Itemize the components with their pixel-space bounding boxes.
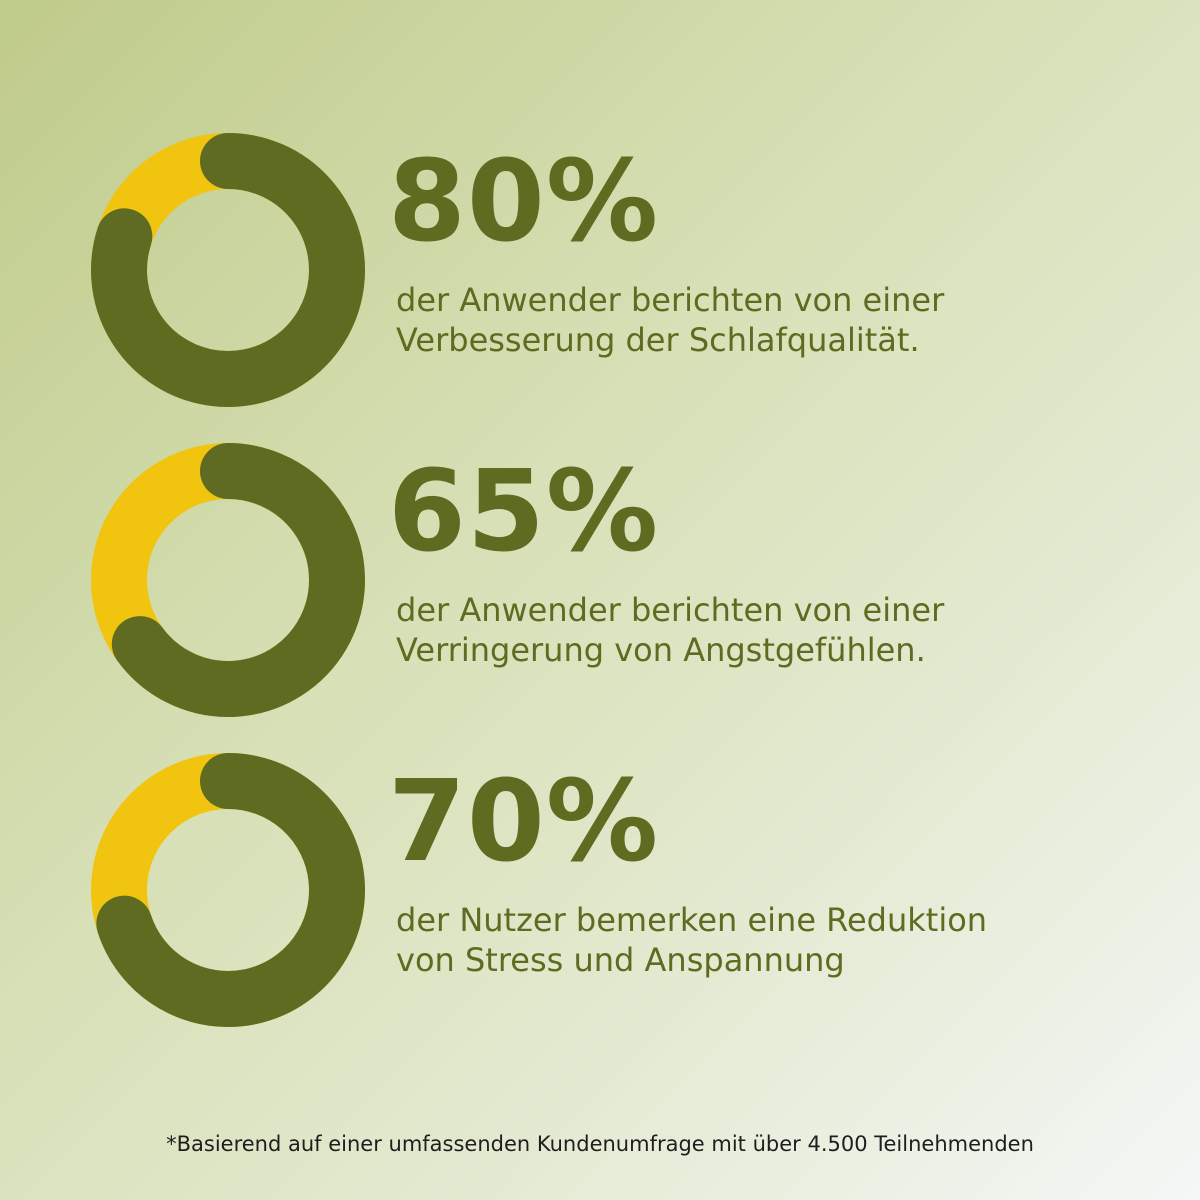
donut-value-arc: [111, 443, 365, 717]
donut-value-arc: [96, 753, 365, 1027]
donut-chart-anxiety: [91, 443, 365, 717]
stat-description: der Nutzer bemerken eine Reduktion von S…: [396, 900, 1156, 980]
stat-description: der Anwender berichten von einer Verring…: [396, 590, 1156, 670]
donut-chart-sleep: [91, 133, 365, 407]
stat-description: der Anwender berichten von einer Verbess…: [396, 280, 1156, 360]
stat-description-line: der Anwender berichten von einer: [396, 591, 945, 629]
stat-description-line: der Nutzer bemerken eine Reduktion: [396, 901, 988, 939]
stat-percentage: 65%: [388, 447, 660, 577]
stat-description-line: Verbesserung der Schlafqualität.: [396, 321, 920, 359]
stat-description-line: von Stress und Anspannung: [396, 941, 845, 979]
donut-value-arc: [91, 133, 365, 407]
donut-chart-stress: [91, 753, 365, 1027]
footnote: *Basierend auf einer umfassenden Kundenu…: [166, 1132, 1034, 1156]
stat-percentage: 80%: [388, 137, 660, 267]
stat-sleep-quality: 80% der Anwender berichten von einer Ver…: [0, 130, 1200, 430]
stat-percentage: 70%: [388, 757, 660, 887]
stat-anxiety: 65% der Anwender berichten von einer Ver…: [0, 440, 1200, 740]
stat-stress: 70% der Nutzer bemerken eine Reduktion v…: [0, 750, 1200, 1050]
stat-description-line: der Anwender berichten von einer: [396, 281, 945, 319]
stat-description-line: Verringerung von Angstgefühlen.: [396, 631, 926, 669]
